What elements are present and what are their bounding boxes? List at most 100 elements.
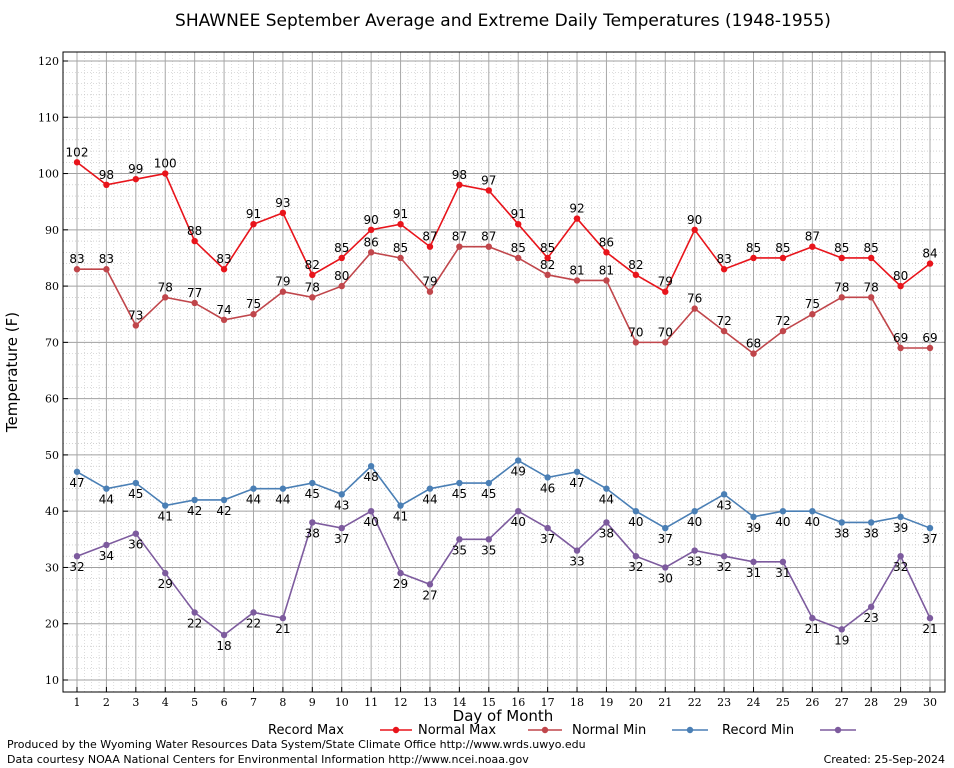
data-label: 82 (540, 258, 555, 272)
data-label: 78 (864, 280, 879, 294)
data-label: 42 (187, 504, 202, 518)
data-point (485, 187, 492, 194)
data-point (544, 474, 551, 481)
data-point (367, 249, 375, 256)
data-point (250, 609, 257, 616)
data-label: 79 (422, 275, 437, 289)
data-point (426, 581, 434, 588)
data-point (573, 547, 581, 554)
data-label: 22 (187, 616, 202, 630)
data-label: 23 (864, 611, 879, 625)
data-point (838, 626, 845, 633)
data-label: 69 (922, 331, 937, 345)
data-label: 45 (305, 487, 320, 501)
data-label: 43 (716, 498, 731, 512)
data-label: 32 (69, 560, 84, 574)
data-point (838, 254, 845, 262)
data-point (132, 322, 140, 329)
data-point (103, 485, 110, 492)
data-point (250, 220, 257, 228)
data-label: 21 (805, 622, 820, 636)
data-point (544, 524, 551, 532)
plot-frame (62, 51, 946, 693)
data-point (838, 519, 845, 526)
data-point (367, 507, 375, 515)
data-label: 49 (511, 465, 526, 479)
data-point (691, 305, 698, 312)
footer-courtesy: Data courtesy NOAA National Centers for … (7, 753, 529, 766)
x-tick-label: 23 (717, 696, 731, 709)
data-label: 85 (511, 241, 526, 255)
x-tick-label: 25 (776, 696, 790, 709)
data-point (809, 507, 816, 515)
data-point (73, 468, 81, 475)
data-label: 45 (128, 487, 143, 501)
data-point (926, 524, 934, 532)
data-label: 80 (334, 269, 349, 283)
data-label: 31 (746, 566, 761, 580)
data-point (603, 277, 610, 284)
y-tick-label: 10 (45, 674, 59, 687)
data-label: 35 (452, 543, 467, 557)
data-label: 81 (599, 263, 614, 277)
data-point (485, 536, 492, 543)
data-point (867, 519, 875, 526)
data-label: 70 (628, 325, 643, 339)
data-label: 29 (393, 577, 408, 591)
data-label: 45 (452, 487, 467, 501)
data-point (573, 277, 581, 284)
data-point (515, 254, 522, 262)
data-label: 84 (922, 247, 937, 261)
data-label: 41 (158, 510, 173, 524)
data-point (397, 220, 404, 228)
data-point (162, 294, 169, 301)
data-label: 85 (746, 241, 761, 255)
data-label: 19 (834, 633, 849, 647)
series-line (76, 161, 931, 293)
data-label: 98 (452, 168, 467, 182)
data-point (691, 226, 698, 234)
legend-item: Normal Min (572, 723, 708, 738)
data-label: 83 (69, 252, 84, 266)
series-layer: 102 98 99 100 88 83 91 93 82 85 90 91 87 98 97 91 85 92 86… (66, 145, 938, 653)
y-tick-label: 40 (45, 505, 59, 518)
data-label: 86 (363, 235, 378, 249)
data-point (397, 569, 404, 577)
data-point (456, 243, 463, 250)
data-label: 79 (275, 275, 290, 289)
legend-marker (834, 726, 842, 734)
data-label: 44 (599, 493, 614, 507)
data-label: 45 (481, 487, 496, 501)
data-point (162, 170, 169, 177)
data-point (632, 553, 640, 560)
data-label: 27 (422, 588, 437, 602)
y-tick-label: 90 (45, 224, 59, 237)
legend-item: Record Min (722, 723, 856, 738)
data-label: 38 (834, 526, 849, 540)
data-point (309, 294, 316, 301)
legend-label: Normal Min (572, 723, 646, 738)
data-point (544, 254, 551, 262)
data-point (279, 209, 287, 217)
data-label: 81 (569, 263, 584, 277)
data-label: 40 (511, 515, 526, 529)
legend-item: Normal Max (418, 723, 562, 738)
data-point (662, 524, 669, 532)
data-label: 72 (716, 314, 731, 328)
data-label: 87 (805, 230, 820, 244)
data-point (691, 547, 698, 554)
data-point (544, 271, 551, 279)
data-label: 91 (511, 207, 526, 221)
data-label: 87 (422, 230, 437, 244)
data-label: 37 (922, 532, 937, 546)
x-tick-label: 28 (864, 696, 878, 709)
data-point (367, 226, 375, 234)
legend-marker (686, 726, 694, 734)
data-point (779, 507, 787, 515)
y-tick-label: 60 (45, 393, 59, 406)
data-point (867, 603, 875, 611)
data-point (632, 507, 640, 515)
data-label: 44 (246, 493, 261, 507)
x-tick-label: 3 (132, 696, 139, 709)
data-point (750, 350, 757, 357)
